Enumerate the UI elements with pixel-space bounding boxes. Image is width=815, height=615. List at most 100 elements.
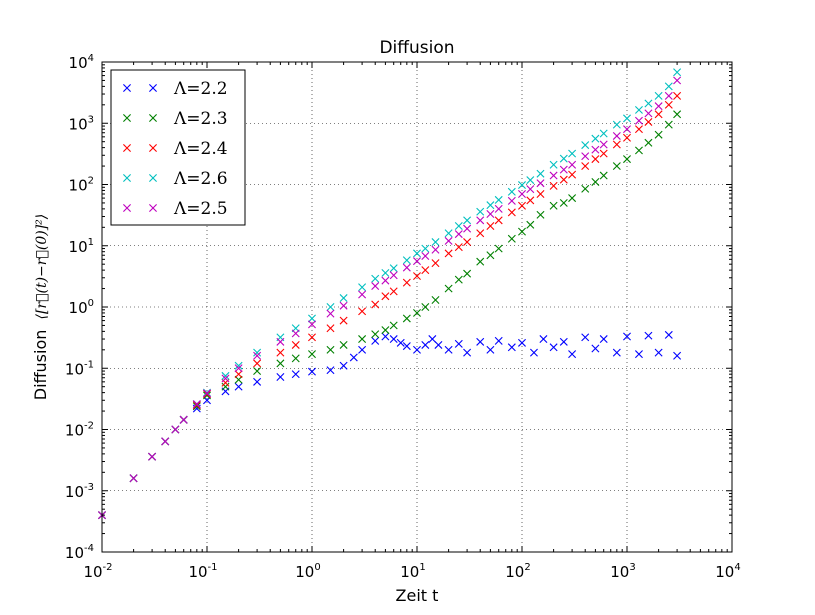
axis-ticks (101, 61, 733, 553)
data-point (234, 364, 243, 373)
data-point (253, 351, 262, 360)
data-point (339, 301, 348, 310)
data-point (253, 367, 262, 376)
data-point (673, 351, 682, 360)
legend-marker (149, 174, 157, 182)
data-point (518, 227, 526, 236)
legend-label: Λ=2.3 (173, 109, 228, 129)
data-point (673, 68, 682, 77)
data-point (402, 263, 411, 272)
data-point (526, 185, 535, 194)
legend-label: Λ=2.6 (173, 169, 228, 189)
data-point (599, 171, 608, 180)
data-point (568, 149, 577, 158)
data-point (581, 184, 590, 193)
data-point (308, 350, 316, 359)
data-point (591, 177, 600, 186)
data-point (463, 224, 472, 233)
data-point (526, 176, 535, 185)
data-point (581, 152, 590, 161)
data-point (568, 160, 577, 169)
data-point (308, 367, 316, 376)
data-point (413, 257, 421, 266)
data-point (431, 296, 440, 305)
data-point (389, 335, 398, 344)
legend: Λ=2.2 Λ=2.3 Λ=2.4 Λ=2.6 Λ=2.5 (110, 69, 246, 226)
data-point (431, 245, 440, 254)
data-point (612, 120, 621, 129)
data-point (381, 276, 390, 285)
data-point (234, 370, 243, 379)
data-point (291, 354, 300, 363)
data-point (434, 340, 443, 349)
data-point (654, 130, 663, 139)
legend-marker (149, 204, 157, 212)
data-point (402, 256, 411, 265)
data-point (559, 154, 568, 163)
data-point (358, 283, 367, 292)
y-tick-label: 10-4 (65, 543, 94, 562)
data-point (654, 102, 663, 111)
legend-marker (123, 84, 131, 92)
data-point (454, 243, 463, 252)
data-point (454, 275, 463, 284)
data-point (421, 303, 430, 311)
data-point (486, 201, 495, 210)
data-point (549, 201, 558, 210)
data-point (339, 340, 348, 349)
data-point (402, 314, 411, 323)
data-point (599, 335, 608, 344)
data-point (371, 300, 380, 309)
data-point (413, 308, 421, 317)
data-point (234, 361, 243, 370)
data-point (494, 195, 503, 204)
data-point (526, 196, 535, 205)
data-point (539, 335, 548, 344)
data-point (389, 287, 398, 296)
legend-marker (123, 174, 131, 182)
data-point (326, 324, 335, 333)
data-point (148, 452, 157, 461)
data-point (494, 336, 503, 345)
data-point (612, 162, 621, 171)
data-point (203, 391, 211, 400)
data-point (326, 366, 335, 375)
data-point (644, 99, 653, 108)
data-point (559, 198, 568, 207)
data-point (221, 374, 230, 383)
legend-marker (123, 114, 131, 122)
data-point (476, 216, 485, 225)
data-point (358, 307, 367, 316)
data-point (654, 110, 663, 119)
data-point (192, 400, 201, 409)
data-point (371, 330, 380, 339)
data-point (599, 129, 608, 138)
data-point (494, 216, 503, 225)
data-point (308, 320, 316, 329)
data-point (673, 91, 682, 100)
data-point (396, 338, 405, 347)
data-point (529, 348, 538, 357)
data-point (381, 332, 390, 341)
data-point (389, 321, 398, 330)
data-point (463, 348, 472, 357)
data-point (644, 109, 653, 118)
data-point (371, 336, 380, 345)
x-tick-label: 103 (610, 562, 635, 581)
data-point (421, 340, 430, 349)
legend-label: Λ=2.2 (173, 79, 228, 99)
data-point (559, 337, 568, 346)
data-point (507, 196, 516, 205)
data-point (431, 259, 440, 268)
x-tick-label: 101 (400, 562, 425, 581)
data-point (444, 345, 453, 354)
data-point (171, 425, 180, 434)
y-axis-label-math: ⟨[r⃗(t)−r⃗(0)]²⟩ (34, 214, 50, 320)
chart-title: Diffusion (379, 38, 454, 58)
data-point (339, 294, 348, 303)
data-point (339, 316, 348, 325)
data-point (221, 371, 230, 380)
legend-marker (123, 204, 131, 212)
data-point (402, 342, 411, 351)
y-axis-label: Diffusion ⟨[r⃗(t)−r⃗(0)]²⟩ (31, 214, 50, 401)
